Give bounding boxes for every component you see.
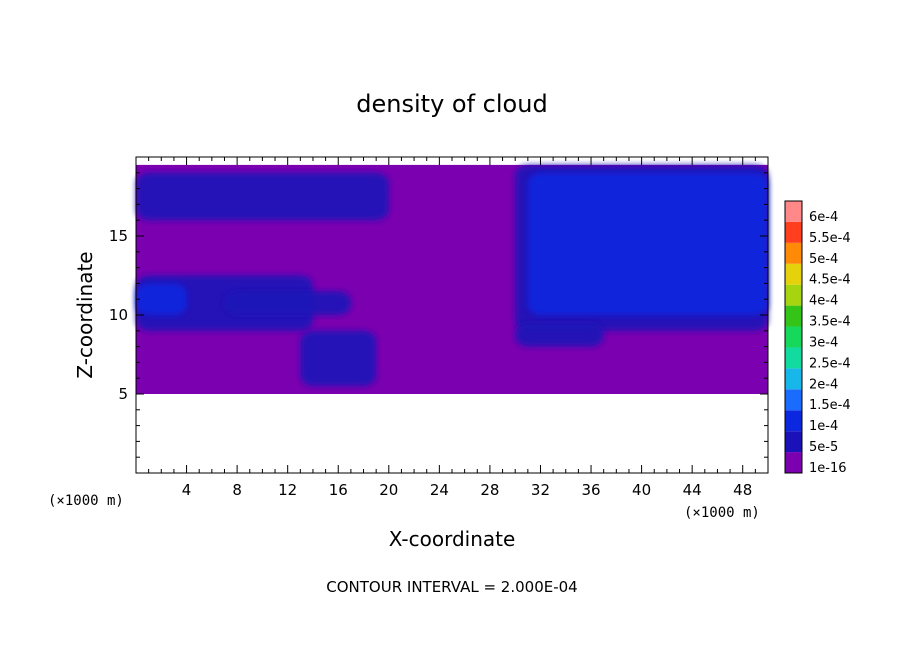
x-axis-label: X-coordinate: [389, 527, 516, 551]
colorbar-label: 5.5e-4: [809, 231, 851, 246]
colorbar-swatch: [785, 410, 802, 432]
density-region: [527, 172, 768, 315]
colorbar-swatch: [785, 201, 802, 222]
colorbar-label: 1e-16: [809, 461, 847, 476]
x-tick-label: 28: [480, 481, 499, 499]
colorbar-swatch: [785, 347, 802, 369]
x-tick-label: 32: [531, 481, 550, 499]
colorbar-label: 4e-4: [809, 294, 838, 309]
colorbar-swatch: [785, 305, 802, 327]
y-axis-label: Z-coordinate: [73, 251, 97, 378]
chart-title: density of cloud: [356, 90, 547, 118]
colorbar-swatch: [785, 284, 802, 306]
colorbar-frame: [784, 200, 803, 474]
density-region: [224, 291, 351, 315]
x-tick-label: 24: [430, 481, 449, 499]
y-tick-label: 10: [109, 306, 128, 324]
density-region: [515, 322, 604, 347]
density-region: [300, 330, 377, 387]
colorbar-swatch: [785, 242, 802, 264]
x-tick-label: 20: [379, 481, 398, 499]
x-tick-label: 44: [683, 481, 702, 499]
density-region: [136, 172, 389, 221]
x-tick-label: 4: [182, 481, 192, 499]
colorbar-label: 3e-4: [809, 335, 838, 350]
x-unit-label: (×1000 m): [684, 505, 760, 521]
contour-interval-note: CONTOUR INTERVAL = 2.000E-04: [326, 578, 577, 596]
colorbar-swatch: [785, 326, 802, 348]
x-tick-label: 40: [632, 481, 651, 499]
colorbar-swatch: [785, 368, 802, 390]
colorbar-swatch: [785, 263, 802, 285]
colorbar-label: 4.5e-4: [809, 273, 851, 288]
colorbar-label: 5e-4: [809, 252, 838, 267]
y-tick-label: 15: [109, 227, 128, 245]
colorbar-swatch: [785, 389, 802, 411]
colorbar: 1e-16 5e-5 1e-4 1.5e-4 2e-4 2.5e-4 3e-4 3.5e-4 4…: [784, 200, 851, 476]
density-region: [136, 283, 187, 315]
colorbar-swatch: [785, 452, 802, 473]
x-tick-label: 12: [278, 481, 297, 499]
z-unit-label: (×1000 m): [48, 493, 124, 509]
colorbar-label: 3.5e-4: [809, 315, 851, 330]
colorbar-label: 1.5e-4: [809, 398, 851, 413]
colorbar-label: 6e-4: [809, 210, 838, 225]
colorbar-swatch: [785, 221, 802, 243]
x-tick-label: 16: [329, 481, 348, 499]
colorbar-label: 2.5e-4: [809, 356, 851, 371]
x-tick-label: 8: [232, 481, 242, 499]
colorbar-label: 1e-4: [809, 419, 838, 434]
colorbar-label: 2e-4: [809, 377, 838, 392]
x-tick-label: 36: [581, 481, 600, 499]
x-tick-label: 48: [733, 481, 752, 499]
colorbar-swatch: [785, 431, 802, 453]
y-tick-label: 5: [118, 385, 128, 403]
colorbar-label: 5e-5: [809, 440, 838, 455]
